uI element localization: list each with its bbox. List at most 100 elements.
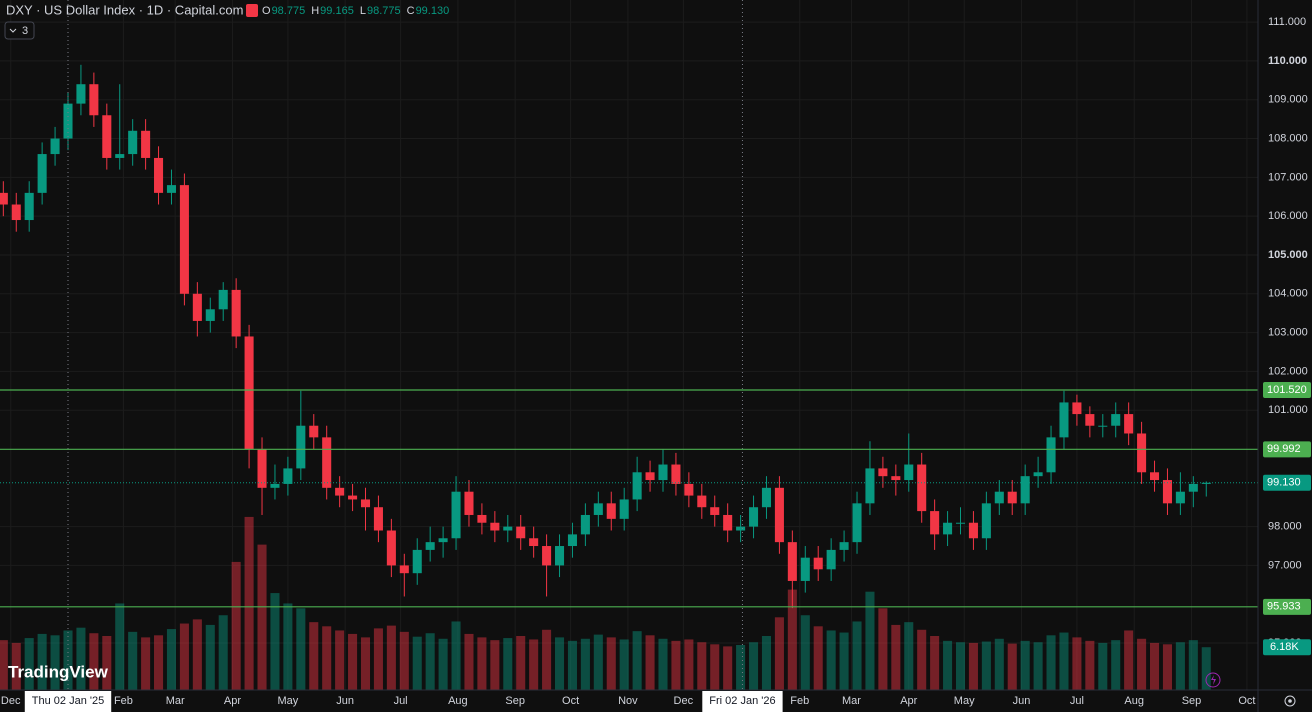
candle-body <box>270 483 280 488</box>
candle-body <box>425 542 435 550</box>
candle-body <box>0 192 8 205</box>
volume-bar <box>904 622 914 690</box>
alert-icon[interactable] <box>1205 672 1221 688</box>
y-tick-label: 107.000 <box>1268 171 1308 183</box>
y-tick-label: 102.000 <box>1268 365 1308 377</box>
ohlc-value: 98.775 <box>367 5 401 17</box>
date-marker-tag <box>702 691 783 712</box>
candle-body <box>360 499 371 508</box>
settings-button[interactable] <box>1284 695 1296 707</box>
candle-body <box>852 503 862 543</box>
candle-body <box>593 503 603 515</box>
indicator-toggle[interactable]: 3 <box>4 21 35 40</box>
candle-body <box>1059 402 1069 438</box>
logo: TradingView <box>8 662 109 681</box>
candle-body <box>580 514 590 535</box>
gear-icon[interactable] <box>1284 695 1296 707</box>
volume-bar <box>761 636 772 690</box>
level-tag <box>1263 598 1311 615</box>
volume-bar <box>89 633 99 690</box>
volume-bar <box>994 638 1004 690</box>
volume-bar <box>800 615 810 690</box>
candle-body <box>128 130 138 155</box>
x-tick-label: Sep <box>505 695 525 707</box>
gear-hub <box>1288 699 1292 703</box>
candle-body <box>567 534 577 547</box>
y-tick-label: 98.000 <box>1268 521 1302 533</box>
source-badge <box>246 4 258 17</box>
y-tick-label: 101.000 <box>1268 404 1308 416</box>
candle-body <box>736 526 746 531</box>
volume-bar <box>1111 640 1121 690</box>
volume-bar <box>749 642 759 690</box>
volume-bar <box>554 637 565 690</box>
volume-bar <box>852 621 862 690</box>
candle-body <box>904 464 914 481</box>
volume-bar <box>399 631 409 690</box>
candle-body <box>968 522 978 539</box>
candle-body <box>412 549 422 574</box>
volume-bar <box>839 632 849 690</box>
volume-bar <box>1085 640 1095 690</box>
x-tick-label: Mar <box>166 695 185 707</box>
candle-body <box>955 522 966 524</box>
candle-body <box>1033 472 1043 477</box>
ohlc-value: 98.775 <box>272 5 306 17</box>
candle-body <box>930 511 940 535</box>
y-tick-label: 105.000 <box>1268 249 1308 261</box>
candle-body <box>994 491 1004 504</box>
volume-bar <box>141 637 151 690</box>
y-tick-label: 106.000 <box>1268 210 1308 222</box>
volume-bar <box>231 561 241 690</box>
volume-bar <box>503 638 513 690</box>
candle-body <box>697 495 707 508</box>
volume-bar <box>1072 637 1082 690</box>
candle-body <box>542 546 552 566</box>
candle-body <box>891 476 901 481</box>
candle-body <box>309 425 319 438</box>
volume-tag <box>1263 639 1311 656</box>
candle-body <box>787 542 797 581</box>
volume-bar <box>671 640 681 690</box>
volume-bar <box>335 630 345 690</box>
volume-bar <box>425 633 435 690</box>
candle-body <box>37 154 47 193</box>
volume-bar <box>943 640 953 690</box>
candle-body <box>63 103 73 139</box>
volume-bar <box>1149 642 1160 690</box>
toggle-box[interactable] <box>4 21 35 40</box>
x-tick-label: Apr <box>900 695 917 707</box>
candle-body <box>658 464 668 481</box>
volume-bar <box>981 641 991 690</box>
volume-bar <box>632 631 642 690</box>
candle-body <box>1137 433 1147 473</box>
volume-bar <box>0 640 8 690</box>
volume-bar <box>968 642 978 690</box>
volume-bar <box>1033 642 1043 690</box>
candle-body <box>192 293 202 321</box>
candle-body <box>774 487 784 543</box>
candle-body <box>335 487 345 496</box>
ohlc-value: 99.130 <box>416 5 450 17</box>
candle-body <box>554 546 565 566</box>
grid <box>0 0 1258 690</box>
volume-bar <box>438 638 448 690</box>
candle-body <box>373 507 383 531</box>
x-tick-label: Dec <box>674 695 694 707</box>
volume-layer <box>0 516 1211 690</box>
volume-bar <box>619 639 629 690</box>
candle-body <box>710 507 720 515</box>
candle-body <box>244 336 254 450</box>
candle-body <box>1201 482 1211 484</box>
x-tick-label: Mar <box>842 695 861 707</box>
volume-bar <box>115 603 125 690</box>
candle-body <box>606 503 616 519</box>
candle-body <box>529 538 539 547</box>
volume-bar <box>205 624 215 690</box>
level-tag <box>1263 441 1311 458</box>
volume-bar <box>542 629 552 690</box>
x-tick-label: Sep <box>1182 695 1202 707</box>
volume-bar <box>787 589 797 690</box>
alert-circle[interactable] <box>1205 672 1221 688</box>
